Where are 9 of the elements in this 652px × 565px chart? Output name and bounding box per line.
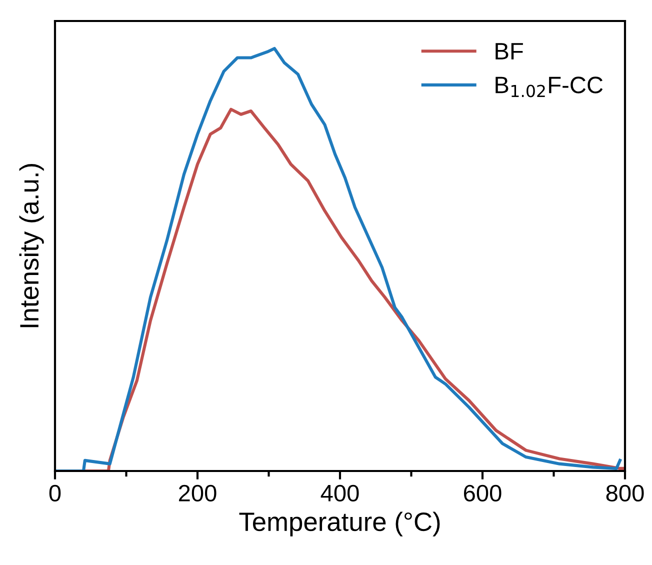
y-axis-title: Intensity (a.u.) — [19, 164, 44, 328]
legend-label: B$_{1.02}$F-CC — [496, 76, 603, 98]
x-tick-label: 400 — [320, 484, 359, 502]
legend-label: BF — [496, 43, 523, 60]
x-tick-label: 600 — [464, 484, 502, 502]
x-tick-label: 800 — [606, 484, 644, 502]
x-tick-label: 200 — [178, 484, 216, 502]
x-tick-label: 0 — [49, 484, 61, 502]
x-axis-title: Temperature (°C) — [239, 512, 440, 536]
